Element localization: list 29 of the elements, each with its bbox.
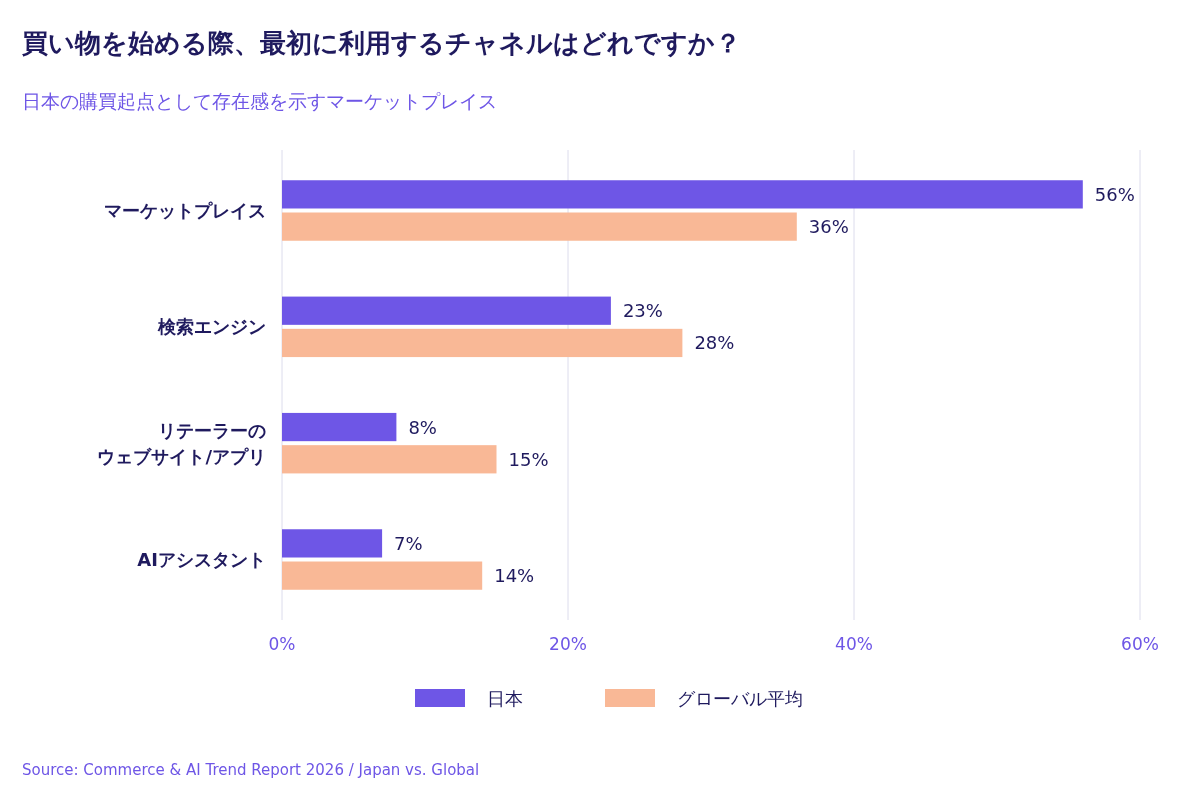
chart-subtitle: 日本の購買起点として存在感を示すマーケットプレイス	[22, 90, 497, 112]
bar	[282, 445, 497, 474]
x-tick-label: 20%	[549, 634, 587, 654]
data-label: 7%	[394, 532, 423, 554]
bar	[282, 529, 383, 558]
x-tick-label: 40%	[835, 634, 873, 654]
data-label: 14%	[494, 565, 535, 587]
y-tick-label: 検索エンジン	[157, 316, 266, 338]
bar	[282, 561, 483, 590]
legend-label: グローバル平均	[677, 687, 803, 709]
data-label: 15%	[508, 448, 549, 470]
y-tick-label: マーケットプレイス	[104, 200, 266, 221]
bar	[282, 412, 397, 442]
y-tick-label: リテーラーのウェブサイト/アプリ	[97, 419, 266, 467]
x-tick-label: 60%	[1121, 634, 1159, 654]
data-label: 56%	[1094, 183, 1135, 205]
source-note: Source: Commerce & AI Trend Report 2026 / Japan vs. Global	[22, 761, 480, 779]
bar	[282, 212, 797, 241]
bar	[282, 296, 611, 325]
bar	[282, 328, 683, 358]
chart-title: 買い物を始める際、最初に利用するチャネルはどれですか？	[22, 28, 741, 58]
x-tick-label: 0%	[268, 634, 296, 654]
legend-label: 日本	[487, 687, 523, 709]
data-label: 28%	[694, 332, 735, 354]
y-tick-label: AIアシスタント	[137, 549, 266, 570]
data-label: 23%	[622, 300, 663, 322]
bar	[282, 180, 1083, 209]
data-label: 36%	[808, 216, 849, 238]
data-label: 8%	[408, 416, 437, 438]
